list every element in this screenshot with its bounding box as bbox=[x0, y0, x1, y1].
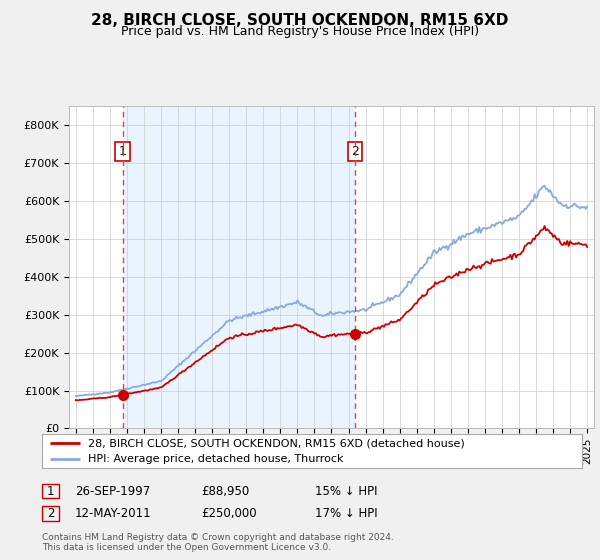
Text: £250,000: £250,000 bbox=[201, 507, 257, 520]
Text: 15% ↓ HPI: 15% ↓ HPI bbox=[315, 484, 377, 498]
Text: 28, BIRCH CLOSE, SOUTH OCKENDON, RM15 6XD: 28, BIRCH CLOSE, SOUTH OCKENDON, RM15 6X… bbox=[91, 13, 509, 28]
Text: Price paid vs. HM Land Registry's House Price Index (HPI): Price paid vs. HM Land Registry's House … bbox=[121, 25, 479, 39]
Text: 28, BIRCH CLOSE, SOUTH OCKENDON, RM15 6XD (detached house): 28, BIRCH CLOSE, SOUTH OCKENDON, RM15 6X… bbox=[88, 438, 464, 448]
Text: 17% ↓ HPI: 17% ↓ HPI bbox=[315, 507, 377, 520]
Text: 12-MAY-2011: 12-MAY-2011 bbox=[75, 507, 152, 520]
Text: Contains HM Land Registry data © Crown copyright and database right 2024.: Contains HM Land Registry data © Crown c… bbox=[42, 533, 394, 542]
Text: 2: 2 bbox=[351, 146, 359, 158]
Text: HPI: Average price, detached house, Thurrock: HPI: Average price, detached house, Thur… bbox=[88, 454, 343, 464]
Text: 1: 1 bbox=[47, 484, 54, 498]
Text: £88,950: £88,950 bbox=[201, 484, 249, 498]
Text: 1: 1 bbox=[119, 146, 127, 158]
Text: 2: 2 bbox=[47, 507, 54, 520]
Text: 26-SEP-1997: 26-SEP-1997 bbox=[75, 484, 150, 498]
Bar bbox=[122, 106, 355, 428]
Text: This data is licensed under the Open Government Licence v3.0.: This data is licensed under the Open Gov… bbox=[42, 543, 331, 552]
